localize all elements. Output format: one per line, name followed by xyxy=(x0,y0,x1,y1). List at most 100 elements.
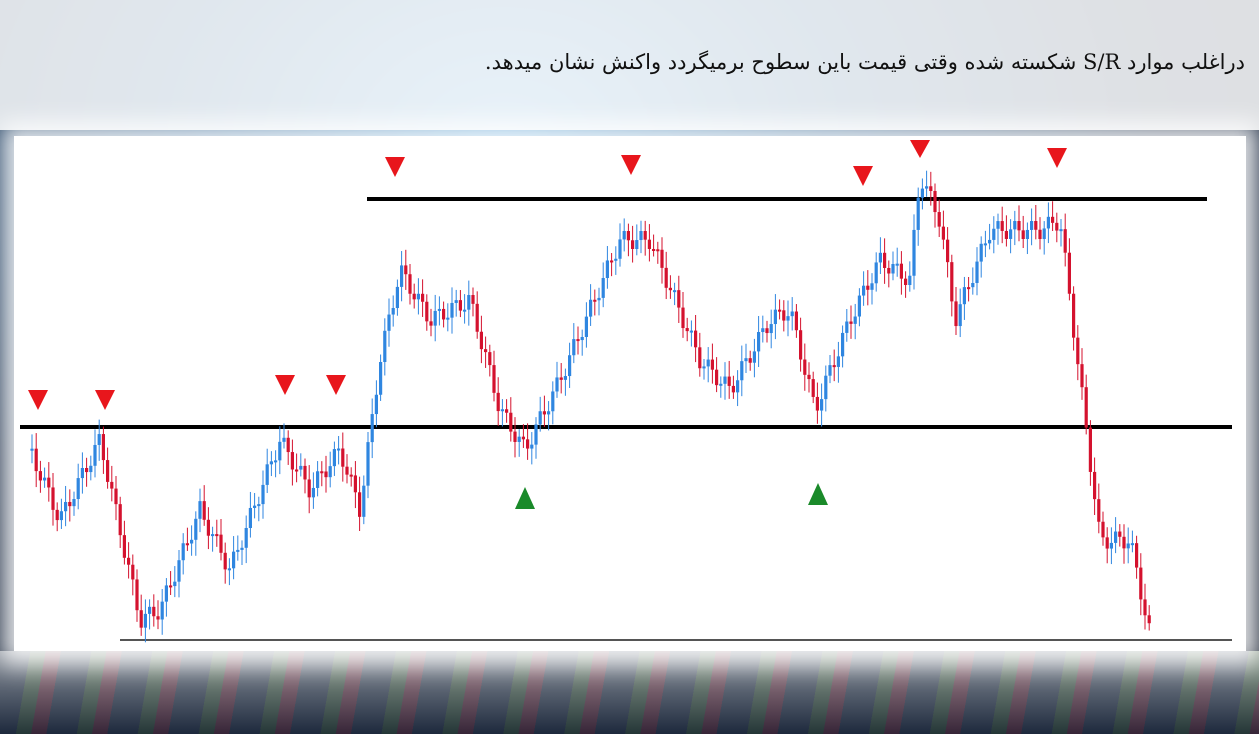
candle-body xyxy=(269,461,273,465)
candle-body xyxy=(85,467,89,473)
candle-body xyxy=(857,295,861,317)
candle-body xyxy=(353,475,357,493)
background-bottom xyxy=(0,651,1259,734)
candle-body xyxy=(542,411,546,415)
candle-body xyxy=(467,295,471,310)
candle-body xyxy=(765,328,769,334)
candle-body xyxy=(1059,229,1063,232)
candle-body xyxy=(148,606,152,614)
sell-markers xyxy=(28,140,1067,410)
candle-body xyxy=(967,287,971,290)
candle-body xyxy=(975,261,979,284)
candle-body xyxy=(366,442,370,486)
caption-band xyxy=(0,0,1259,130)
candle-body xyxy=(160,601,164,620)
candle-body xyxy=(471,295,475,304)
candle-body xyxy=(127,557,131,565)
candle-body xyxy=(1051,216,1055,223)
candle-body xyxy=(286,437,290,453)
candle-body xyxy=(101,434,105,461)
candle-body xyxy=(484,349,488,353)
candle-body xyxy=(211,534,215,537)
candle-body xyxy=(1030,221,1034,230)
candle-body xyxy=(534,424,538,445)
candle-body xyxy=(244,527,248,548)
candle-body xyxy=(303,465,307,480)
candle-body xyxy=(337,448,341,451)
candle-body xyxy=(97,434,101,445)
candle-body xyxy=(429,321,433,326)
candle-body xyxy=(177,560,181,582)
candle-body xyxy=(1034,221,1038,230)
candle-body xyxy=(55,509,59,521)
candle-body xyxy=(631,240,635,249)
candle-body xyxy=(311,487,315,498)
candle-body xyxy=(526,439,530,449)
chart-panel xyxy=(14,136,1246,651)
candle-body xyxy=(668,287,672,291)
candle-body xyxy=(51,487,55,510)
candle-body xyxy=(908,275,912,285)
candle-body xyxy=(1093,471,1097,500)
candle-body xyxy=(223,552,227,570)
candle-body xyxy=(563,376,567,380)
candle-body xyxy=(1101,521,1105,538)
candle-body xyxy=(173,581,177,587)
candle-body xyxy=(387,314,391,331)
candle-body xyxy=(559,377,563,380)
candle-body xyxy=(1025,229,1029,239)
candle-body xyxy=(408,274,412,294)
candle-body xyxy=(156,616,160,620)
candle-body xyxy=(509,412,513,432)
candle-body xyxy=(807,374,811,380)
candle-body xyxy=(748,358,752,363)
candle-body xyxy=(135,579,139,611)
candle-body xyxy=(773,309,777,325)
candle-body xyxy=(895,263,899,266)
candle-body xyxy=(358,492,362,517)
candle-body xyxy=(1097,499,1101,522)
candle-body xyxy=(954,301,958,327)
candle-body xyxy=(794,311,798,331)
candle-body xyxy=(912,229,916,276)
candle-body xyxy=(597,297,601,301)
candle-body xyxy=(635,240,639,249)
candle-body xyxy=(274,460,278,463)
candle-body xyxy=(1076,337,1080,365)
candle-body xyxy=(883,252,887,268)
candle-body xyxy=(391,308,395,315)
candle-body xyxy=(1000,221,1004,231)
candle-body xyxy=(660,249,664,268)
candle-body xyxy=(248,507,252,528)
candle-body xyxy=(845,321,849,333)
candle-body xyxy=(139,610,143,628)
candle-body xyxy=(824,375,828,400)
candle-body xyxy=(576,339,580,342)
candle-body xyxy=(664,267,668,288)
candle-body xyxy=(778,309,782,312)
candle-body xyxy=(80,467,84,479)
candle-body xyxy=(610,260,614,263)
candle-body xyxy=(786,316,790,321)
candle-body xyxy=(580,336,584,341)
candle-body xyxy=(227,568,231,571)
candle-body xyxy=(853,316,857,324)
candle-body xyxy=(656,249,660,252)
candle-body xyxy=(143,613,147,628)
candle-body xyxy=(198,501,202,519)
candle-body xyxy=(282,437,286,442)
candle-body xyxy=(547,411,551,415)
candle-body xyxy=(1130,543,1134,546)
candle-body xyxy=(647,239,651,249)
candle-body xyxy=(517,436,521,442)
candle-body xyxy=(605,260,609,279)
candle-body xyxy=(530,444,534,449)
candle-body xyxy=(887,267,891,274)
candle-body xyxy=(442,308,446,320)
candle-body xyxy=(122,535,126,558)
candle-body xyxy=(1105,537,1109,549)
candle-body xyxy=(43,477,47,481)
candle-body xyxy=(941,226,945,240)
candle-body xyxy=(475,303,479,332)
